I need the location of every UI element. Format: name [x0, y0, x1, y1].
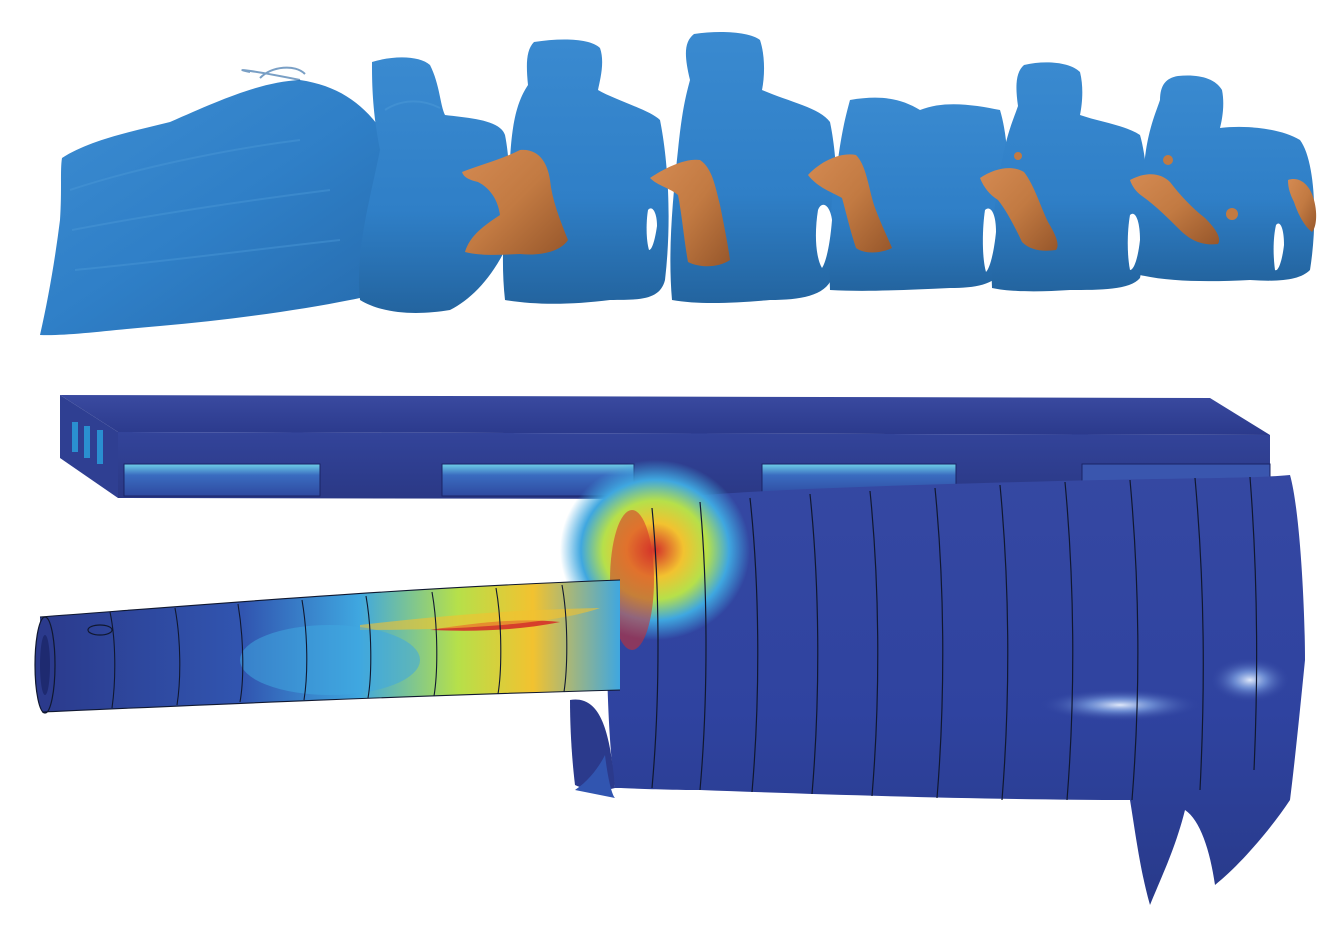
sacrum-ridge: [69, 139, 341, 271]
foramen-gap: [982, 208, 996, 272]
channel-cell: [123, 463, 321, 497]
spine-model-panel: [0, 0, 1342, 360]
nerve-fragment-icon: [1014, 152, 1022, 160]
sacrum-shape: [40, 80, 420, 336]
nerve-root-icon: [980, 168, 1058, 251]
outer-duct: [560, 460, 1305, 905]
nerve-root-icon: [1130, 174, 1220, 245]
nerve-fragment-icon: [1226, 208, 1238, 220]
nerve-fragment-icon: [1163, 155, 1173, 165]
foramen-gap: [646, 208, 657, 250]
nerve-root-icon: [808, 154, 892, 253]
simulation-panel: [0, 360, 1342, 925]
sacrum-edge: [241, 66, 306, 81]
foramen-gap: [815, 204, 832, 268]
nerve-root-icon: [650, 159, 730, 267]
nerve-root-icon: [1288, 179, 1317, 232]
simulation-svg: [34, 395, 1305, 905]
nerve-root-icon: [462, 149, 568, 255]
inlet-tube: [34, 579, 621, 714]
foramen-gap: [1127, 213, 1140, 270]
vertebra-T12: [1139, 75, 1315, 282]
foramen-gap: [1273, 223, 1284, 271]
channel-slab: [60, 395, 1271, 500]
spine-model-svg: [40, 32, 1317, 336]
